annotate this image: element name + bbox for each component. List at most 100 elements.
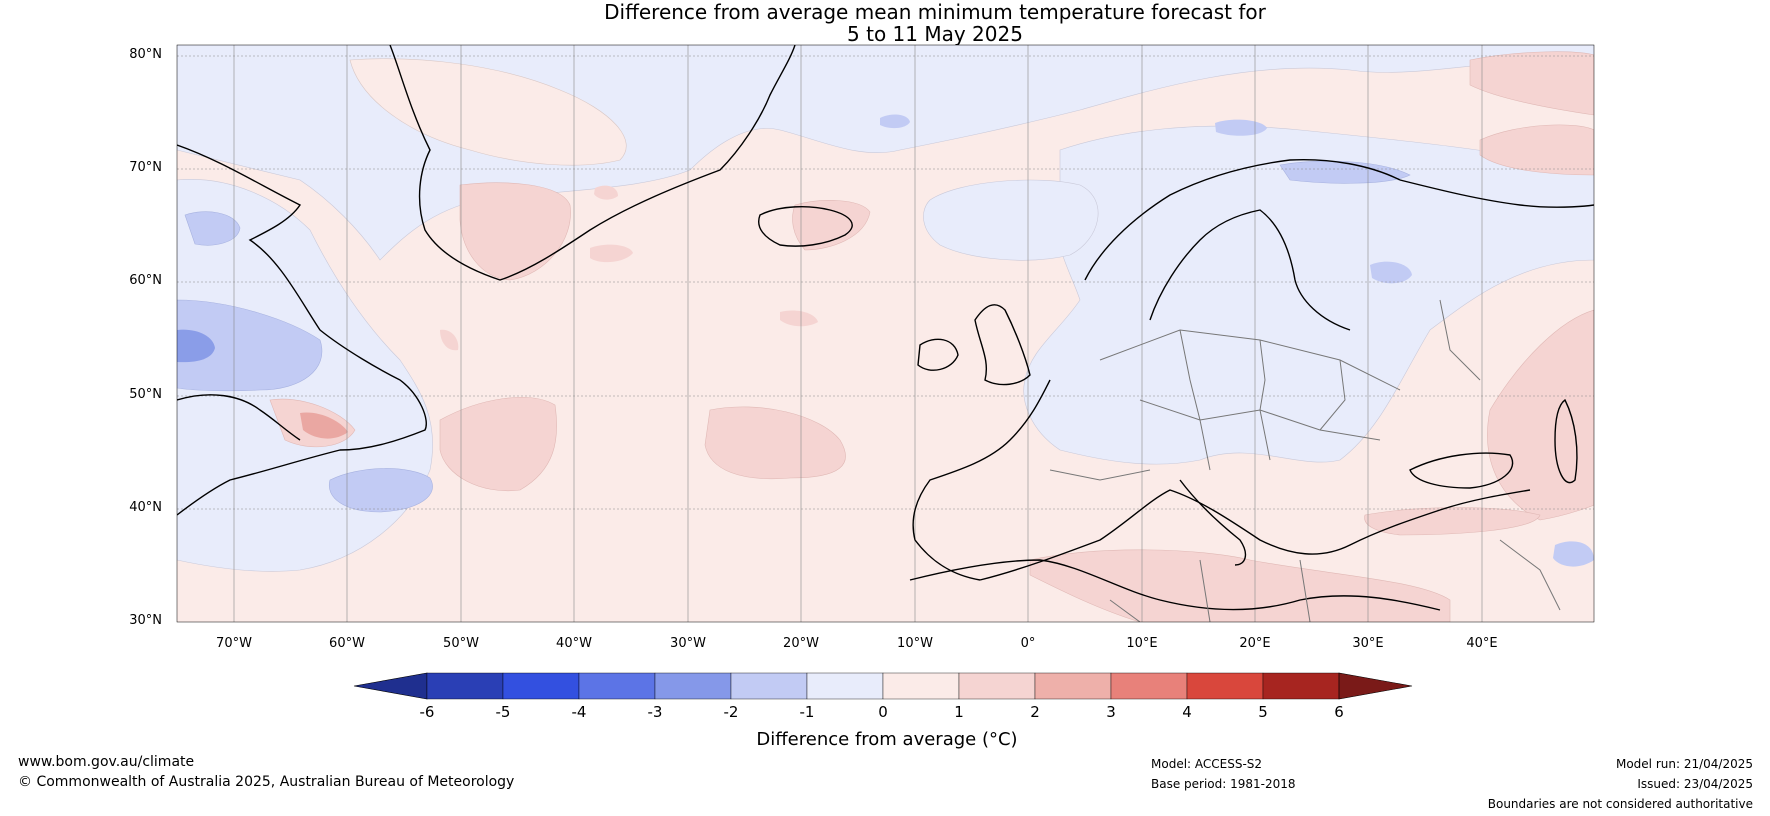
- anomaly-warm-middle-east: [1487, 309, 1594, 521]
- anomaly-cool-atlantic-south: [328, 468, 433, 513]
- footer-issued: Issued: 23/04/2025: [1637, 777, 1753, 791]
- colorbar-label: -2: [723, 703, 739, 721]
- lon-tick-60w: 60°W: [329, 636, 365, 651]
- coast-europe-west: [912, 379, 1051, 581]
- colorbar-cell: [1262, 672, 1340, 700]
- footer-disclaimer: Boundaries are not considered authoritat…: [1487, 797, 1753, 811]
- colorbar-cell: [806, 672, 884, 700]
- coast-caspian: [1554, 398, 1578, 484]
- anomaly-cool-arctic-lobe: [349, 58, 627, 166]
- anomaly-warm-mid-atlantic: [704, 406, 846, 479]
- colorbar-cell: [1110, 672, 1188, 700]
- lon-tick-30w: 30°W: [670, 636, 706, 651]
- anomaly-warm-atlantic-spot4: [440, 329, 459, 351]
- lat-tick-60n: 60°N: [129, 273, 162, 288]
- lon-tick-70w: 70°W: [216, 636, 252, 651]
- anomaly-warm-greenland: [459, 182, 571, 281]
- coast-black-sea: [1409, 452, 1514, 489]
- colorbar-arrow-high: [1338, 672, 1413, 700]
- colorbar: [353, 672, 1413, 700]
- colorbar-label: -5: [495, 703, 511, 721]
- coast-italy: [1179, 479, 1247, 566]
- anomaly-cool-north-atlantic-blob: [923, 179, 1099, 261]
- lat-tick-30n: 30°N: [129, 613, 162, 628]
- anomaly-warm-russia-north2: [1479, 124, 1594, 176]
- coast-canada-arctic: [177, 144, 427, 516]
- colorbar-label: -4: [571, 703, 587, 721]
- coast-canada-labrador: [177, 394, 301, 441]
- footer-model-run: Model run: 21/04/2025: [1615, 757, 1753, 771]
- colorbar-cell: [958, 672, 1036, 700]
- anomaly-warm-russia-north: [1469, 51, 1594, 116]
- coast-africa-north: [909, 559, 1441, 611]
- anomaly-cool-barents-spot: [1215, 119, 1267, 136]
- anomaly-warm-turkey: [1364, 507, 1541, 536]
- coast-russia-north: [1399, 179, 1594, 208]
- map-plot-area: [177, 45, 1594, 622]
- lon-tick-30e: 30°E: [1352, 636, 1384, 651]
- colorbar-cell: [502, 672, 580, 700]
- lon-tick-20e: 20°E: [1239, 636, 1271, 651]
- anomaly-warm-atlantic-spot3: [594, 185, 618, 200]
- footer-website: www.bom.gov.au/climate: [18, 754, 195, 770]
- coast-sweden-baltic: [1149, 209, 1351, 331]
- lon-tick-40w: 40°W: [556, 636, 592, 651]
- anomaly-cool-arctic-spot: [880, 114, 910, 129]
- lon-tick-0: 0°: [1020, 636, 1036, 651]
- lat-tick-70n: 70°N: [129, 160, 162, 175]
- anomaly-warm-atlantic-spot2: [780, 310, 818, 327]
- colorbar-label: 0: [878, 703, 888, 721]
- coast-norway: [1084, 158, 1401, 281]
- lat-tick-80n: 80°N: [129, 47, 162, 62]
- anomaly-cool-canada-strong: [177, 329, 215, 363]
- anomaly-warm-north-africa: [1029, 549, 1451, 622]
- anomaly-cool-scandinavia: [1023, 125, 1594, 465]
- lon-tick-40e: 40°E: [1466, 636, 1498, 651]
- lon-tick-10e: 10°E: [1126, 636, 1158, 651]
- anomaly-warm-newfoundland-strong: [300, 412, 348, 439]
- anomaly-cool-finland-spot: [1370, 261, 1412, 284]
- colorbar-label: 4: [1182, 703, 1192, 721]
- colorbar-cell: [578, 672, 656, 700]
- lat-tick-40n: 40°N: [129, 500, 162, 515]
- colorbar-label: 2: [1030, 703, 1040, 721]
- anomaly-warm-iceland: [792, 200, 871, 251]
- colorbar-cell: [654, 672, 732, 700]
- anomaly-cool-cyprus-spot: [1553, 541, 1594, 567]
- colorbar-title: Difference from average (°C): [756, 729, 1018, 750]
- anomaly-warm-atlantic-spot: [590, 244, 633, 263]
- chart-title-line1: Difference from average mean minimum tem…: [604, 0, 1266, 24]
- footer-base-period: Base period: 1981-2018: [1151, 777, 1296, 791]
- coastlines: [177, 45, 1594, 611]
- colorbar-cells: [353, 672, 1413, 700]
- colorbar-cell: [882, 672, 960, 700]
- colorbar-label: -1: [799, 703, 815, 721]
- colorbar-cell: [1186, 672, 1264, 700]
- colorbar-cell: [730, 672, 808, 700]
- lat-tick-50n: 50°N: [129, 387, 162, 402]
- colorbar-label: -3: [647, 703, 663, 721]
- lon-tick-10w: 10°W: [897, 636, 933, 651]
- colorbar-label: 5: [1258, 703, 1268, 721]
- coast-mediterranean-north: [979, 489, 1531, 581]
- colorbar-label: -6: [419, 703, 435, 721]
- anomaly-cool-canada-mid: [177, 299, 323, 392]
- colorbar-cell: [1034, 672, 1112, 700]
- graticule: [177, 45, 1594, 622]
- coast-uk: [974, 304, 1031, 386]
- anomaly-cool-baffin: [184, 211, 241, 246]
- map-frame: [176, 44, 1595, 623]
- country-borders: [1049, 299, 1561, 622]
- colorbar-label: 1: [954, 703, 964, 721]
- footer-copyright: © Commonwealth of Australia 2025, Austra…: [18, 774, 515, 790]
- lon-tick-50w: 50°W: [443, 636, 479, 651]
- anomaly-warm-west-atlantic: [439, 397, 557, 492]
- footer-model: Model: ACCESS-S2: [1151, 757, 1263, 771]
- lon-tick-20w: 20°W: [783, 636, 819, 651]
- colorbar-label: 6: [1334, 703, 1344, 721]
- coast-ireland: [917, 338, 959, 371]
- colorbar-cell: [426, 672, 504, 700]
- anomaly-cool-norway-coast: [1279, 160, 1411, 184]
- colorbar-arrow-low: [353, 672, 428, 700]
